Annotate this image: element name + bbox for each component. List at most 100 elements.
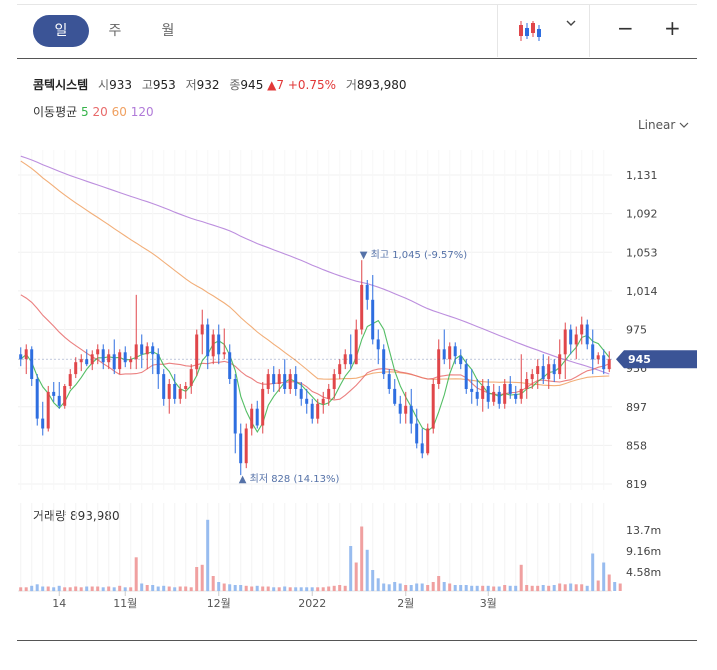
stock-name: 콤텍시스템 [33, 78, 89, 92]
candle-body [332, 374, 336, 389]
volume-panel-label: 거래량 [33, 509, 67, 523]
volume-bar [486, 585, 490, 592]
low-annotation: ▲ 최저 828 (14.13%) [239, 473, 340, 485]
volume-bar [459, 585, 463, 591]
candle-body [415, 423, 419, 444]
candle-body [508, 384, 512, 394]
volume-bar [244, 585, 248, 592]
high-annotation: ▼ 최고 1,045 (-9.57%) [360, 249, 468, 261]
candle-body [195, 334, 199, 370]
high-value: 953 [152, 78, 176, 92]
volume-bar [299, 587, 303, 592]
candle-body [184, 386, 188, 389]
chevron-down-icon[interactable] [565, 17, 577, 32]
candle-body [206, 324, 210, 357]
candle-body [514, 393, 518, 399]
candle-body [541, 366, 545, 379]
candle-body [272, 374, 276, 384]
ma20-legend: 20 [92, 105, 108, 119]
candle-body [563, 329, 567, 355]
volume-bar [195, 567, 199, 591]
candle-body [437, 349, 441, 384]
volume-bar [448, 583, 452, 591]
volume-bar [382, 583, 386, 591]
candle-body [327, 388, 331, 399]
candle-body [41, 418, 45, 429]
candle-body [464, 364, 468, 389]
volume-bar [497, 586, 501, 591]
scale-selector[interactable]: Linear [638, 118, 689, 132]
tab-week[interactable]: 주 [108, 23, 122, 39]
volume-value: 893,980 [356, 78, 407, 92]
candle-body [321, 398, 325, 404]
candle-body [492, 391, 496, 402]
volume-bar [585, 585, 589, 592]
volume-bar [151, 585, 155, 591]
candle-body [266, 374, 270, 389]
volume-bar [563, 584, 567, 592]
volume-bar [129, 587, 133, 592]
volume-bar [607, 574, 611, 591]
candlestick-icon[interactable] [517, 19, 543, 48]
candle-body [305, 398, 309, 404]
volume-bar [57, 585, 61, 592]
candle-body [453, 346, 457, 357]
candle-body [486, 386, 490, 402]
zoom-out-button[interactable]: − [617, 16, 634, 40]
candle-body [162, 374, 166, 399]
volume-bar [52, 587, 56, 592]
zoom-in-button[interactable]: + [664, 16, 681, 40]
candle-body [233, 379, 237, 434]
candle-body [211, 334, 215, 357]
volume-bar [277, 587, 281, 592]
moving-average-legend: 이동평균 5 20 60 120 [33, 103, 154, 120]
candle-body [387, 374, 391, 389]
change-value: 7 [276, 78, 285, 92]
candle-body [426, 428, 430, 454]
candle-body [167, 384, 171, 399]
volume-bar [41, 586, 45, 591]
candle-body [420, 443, 424, 454]
x-tick-label: 12월 [207, 597, 231, 610]
candle-body [525, 379, 529, 389]
y-tick-label: 897 [626, 401, 647, 414]
open-value: 933 [109, 78, 132, 92]
volume-bar [360, 526, 364, 591]
volume-bar [233, 585, 237, 591]
tab-month[interactable]: 월 [161, 23, 175, 39]
volume-bar [162, 585, 166, 592]
candle-body [393, 388, 397, 404]
chart-toolbar: 일 주 월 − + [17, 4, 697, 59]
candle-body [519, 388, 523, 399]
candle-body [134, 344, 138, 360]
tab-day[interactable]: 일 [33, 15, 89, 47]
volume-label: 거 [345, 78, 357, 92]
y-tick-label: 1,092 [626, 208, 658, 221]
candle-body [288, 374, 292, 389]
candle-body [591, 344, 595, 360]
volume-bar [101, 587, 105, 592]
candle-body [145, 346, 149, 355]
current-price-tag [616, 350, 697, 369]
candle-body [431, 384, 435, 429]
volume-bar [206, 519, 210, 592]
ma120-line [20, 155, 610, 375]
volume-bar [343, 585, 347, 592]
current-price-label: 945 [628, 353, 651, 366]
volume-bar [338, 585, 342, 591]
volume-bar [420, 583, 424, 591]
volume-bar [514, 585, 518, 592]
volume-bar [508, 585, 512, 592]
high-label: 고 [141, 78, 153, 92]
candle-body [459, 356, 463, 365]
candle-body [338, 364, 342, 375]
candle-body [118, 352, 122, 370]
volume-bar [35, 584, 39, 592]
candle-body [250, 408, 254, 429]
candle-body [310, 403, 314, 419]
ma-label: 이동평균 [33, 105, 78, 119]
candle-body [244, 428, 248, 464]
x-tick-label: 3월 [480, 597, 497, 610]
x-tick-label: 14 [52, 597, 66, 610]
